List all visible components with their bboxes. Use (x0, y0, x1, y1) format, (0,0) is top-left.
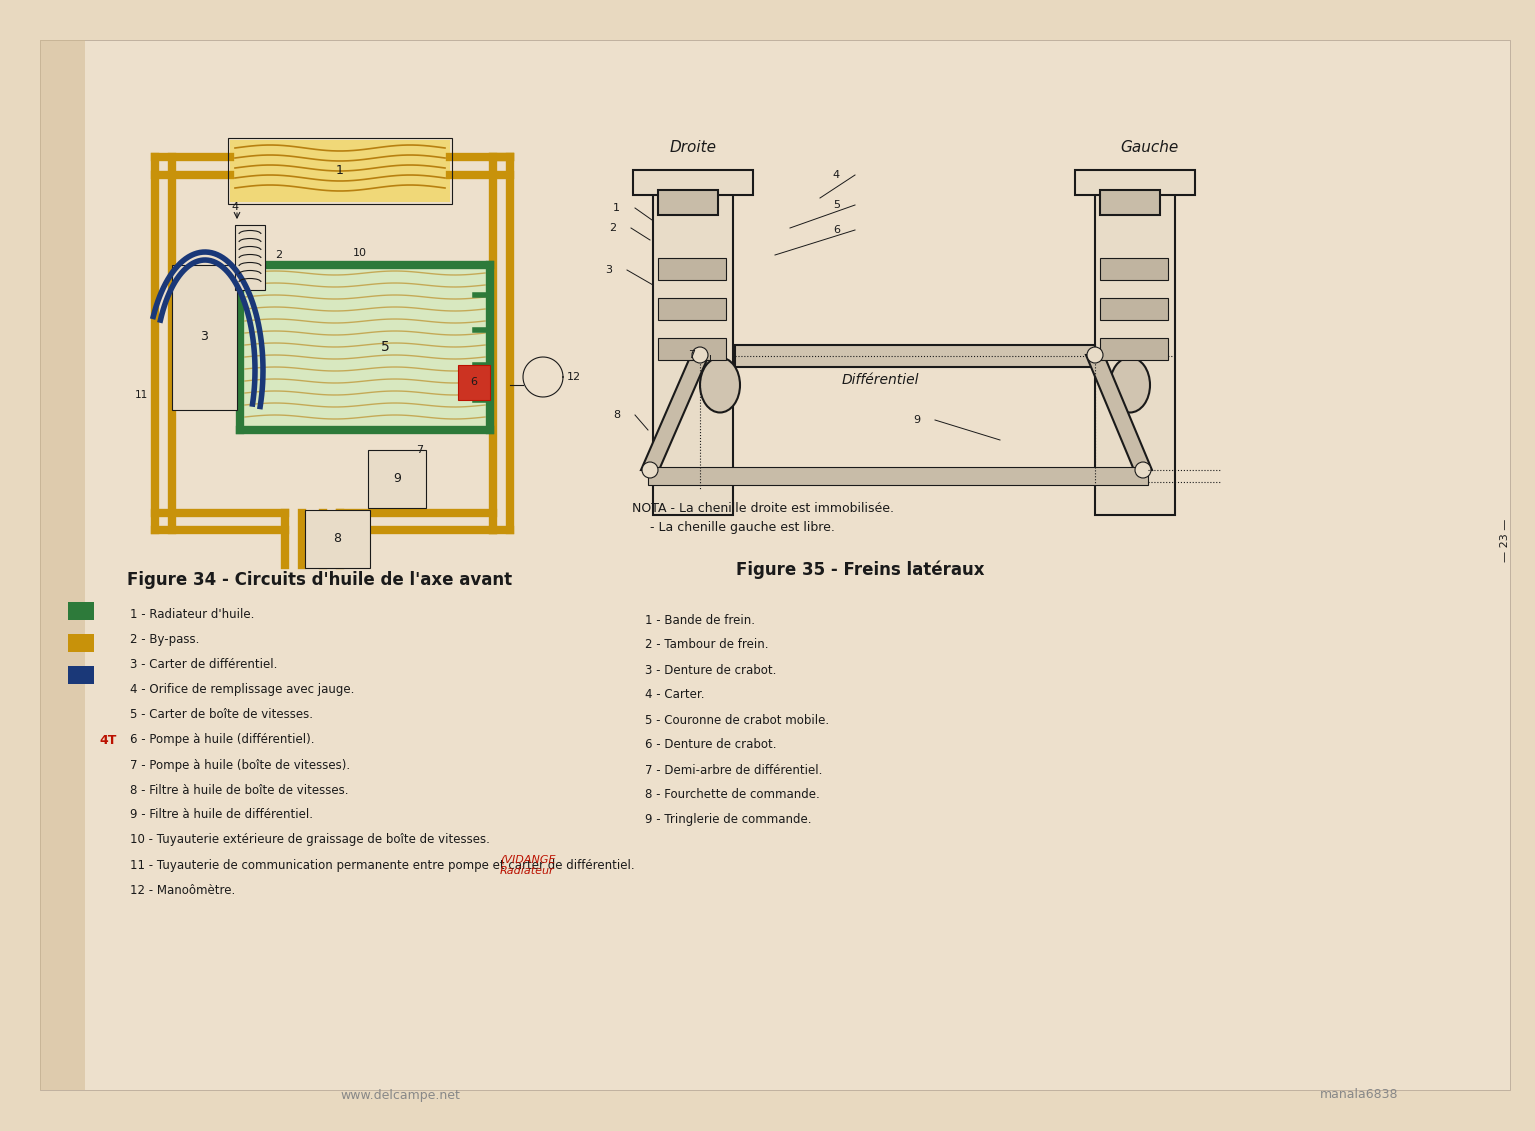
Text: 4: 4 (834, 170, 840, 180)
Bar (457, 365, 490, 400)
Text: Différentiel: Différentiel (841, 373, 919, 387)
Bar (368, 450, 427, 508)
Bar (239, 265, 490, 430)
Text: 12 - Manoômètre.: 12 - Manoômètre. (130, 883, 235, 897)
Text: 3 - Denture de crabot.: 3 - Denture de crabot. (645, 664, 777, 676)
Bar (230, 140, 450, 202)
Text: Figure 34 - Circuits d'huile de l'axe avant: Figure 34 - Circuits d'huile de l'axe av… (127, 571, 513, 589)
Text: 10 - Tuyauterie extérieure de graissage de boîte de vitesses.: 10 - Tuyauterie extérieure de graissage … (130, 834, 490, 846)
Bar (40, 40, 84, 1090)
Text: 7: 7 (416, 444, 424, 455)
Bar (735, 345, 1094, 366)
Polygon shape (1085, 355, 1151, 470)
Text: 5: 5 (381, 340, 390, 354)
Text: 2: 2 (609, 223, 616, 233)
Text: Droite: Droite (669, 139, 717, 155)
Bar (1101, 190, 1160, 215)
Text: 1: 1 (612, 202, 620, 213)
Bar (659, 190, 718, 215)
Bar (659, 297, 726, 320)
Text: 7 - Pompe à huile (boîte de vitesses).: 7 - Pompe à huile (boîte de vitesses). (130, 759, 350, 771)
Text: Gauche: Gauche (1121, 139, 1179, 155)
Text: 8 - Fourchette de commande.: 8 - Fourchette de commande. (645, 788, 820, 802)
Bar (1101, 297, 1168, 320)
Text: 9 - Tringlerie de commande.: 9 - Tringlerie de commande. (645, 813, 812, 827)
Text: 3: 3 (200, 330, 207, 344)
Text: 1: 1 (336, 164, 344, 178)
Bar (648, 467, 1148, 485)
Text: 9 - Filtre à huile de différentiel.: 9 - Filtre à huile de différentiel. (130, 809, 313, 821)
Text: 6 - Denture de crabot.: 6 - Denture de crabot. (645, 739, 777, 751)
Text: 9: 9 (913, 415, 919, 425)
Text: 7: 7 (688, 349, 695, 360)
Text: 8: 8 (612, 411, 620, 420)
Text: 5 - Couronne de crabot mobile.: 5 - Couronne de crabot mobile. (645, 714, 829, 726)
Text: Figure 35 - Freins latéraux: Figure 35 - Freins latéraux (735, 561, 984, 579)
Bar (1101, 258, 1168, 280)
Text: 6: 6 (471, 377, 477, 387)
Text: 7 - Demi-arbre de différentiel.: 7 - Demi-arbre de différentiel. (645, 763, 823, 777)
Bar (68, 602, 94, 620)
Bar (305, 510, 370, 568)
Text: - La chenille gauche est libre.: - La chenille gauche est libre. (649, 520, 835, 534)
Bar (652, 175, 734, 515)
Text: 1 - Radiateur d'huile.: 1 - Radiateur d'huile. (130, 608, 255, 622)
Text: 4T: 4T (100, 734, 117, 746)
Bar (659, 338, 726, 360)
Text: 4 - Orifice de remplissage avec jauge.: 4 - Orifice de remplissage avec jauge. (130, 683, 355, 697)
Bar (229, 138, 451, 204)
Circle shape (1134, 461, 1151, 478)
Text: 3: 3 (605, 265, 612, 275)
Text: 2 - Tambour de frein.: 2 - Tambour de frein. (645, 639, 769, 651)
Text: manala6838: manala6838 (1320, 1088, 1398, 1102)
Text: NOTA - La chenille droite est immobilisée.: NOTA - La chenille droite est immobilisé… (632, 501, 893, 515)
Text: 1 - Bande de frein.: 1 - Bande de frein. (645, 613, 755, 627)
Circle shape (642, 461, 659, 478)
Text: 6: 6 (834, 225, 840, 235)
Circle shape (692, 347, 708, 363)
Bar (235, 225, 266, 290)
Text: 2 - By-pass.: 2 - By-pass. (130, 633, 200, 647)
Text: www.delcampe.net: www.delcampe.net (341, 1088, 460, 1102)
Circle shape (1087, 347, 1104, 363)
Text: 5 - Carter de boîte de vitesses.: 5 - Carter de boîte de vitesses. (130, 708, 313, 722)
Bar (1074, 170, 1196, 195)
Text: 6 - Pompe à huile (différentiel).: 6 - Pompe à huile (différentiel). (130, 734, 315, 746)
Text: 11: 11 (135, 390, 147, 400)
Text: 4 - Carter.: 4 - Carter. (645, 689, 705, 701)
Text: (VIDANGE
Radiateur: (VIDANGE Radiateur (500, 854, 556, 875)
Text: 4: 4 (232, 202, 238, 211)
Text: — 23 —: — 23 — (1500, 518, 1510, 562)
Text: 11 - Tuyauterie de communication permanente entre pompe et carter de différentie: 11 - Tuyauterie de communication permane… (130, 858, 634, 872)
Polygon shape (642, 355, 709, 470)
Bar (172, 265, 236, 411)
Text: 12: 12 (566, 372, 582, 382)
Text: 3 - Carter de différentiel.: 3 - Carter de différentiel. (130, 658, 278, 672)
Text: 2: 2 (275, 250, 282, 260)
Bar (659, 258, 726, 280)
Text: 8: 8 (333, 533, 341, 545)
Text: 9: 9 (393, 473, 401, 485)
Ellipse shape (700, 357, 740, 413)
Ellipse shape (1110, 357, 1150, 413)
Text: 5: 5 (834, 200, 840, 210)
Text: 8 - Filtre à huile de boîte de vitesses.: 8 - Filtre à huile de boîte de vitesses. (130, 784, 348, 796)
Bar (68, 634, 94, 651)
Text: 10: 10 (353, 248, 367, 258)
Bar (632, 170, 754, 195)
Bar (1094, 175, 1174, 515)
Bar (68, 666, 94, 684)
Bar (1101, 338, 1168, 360)
